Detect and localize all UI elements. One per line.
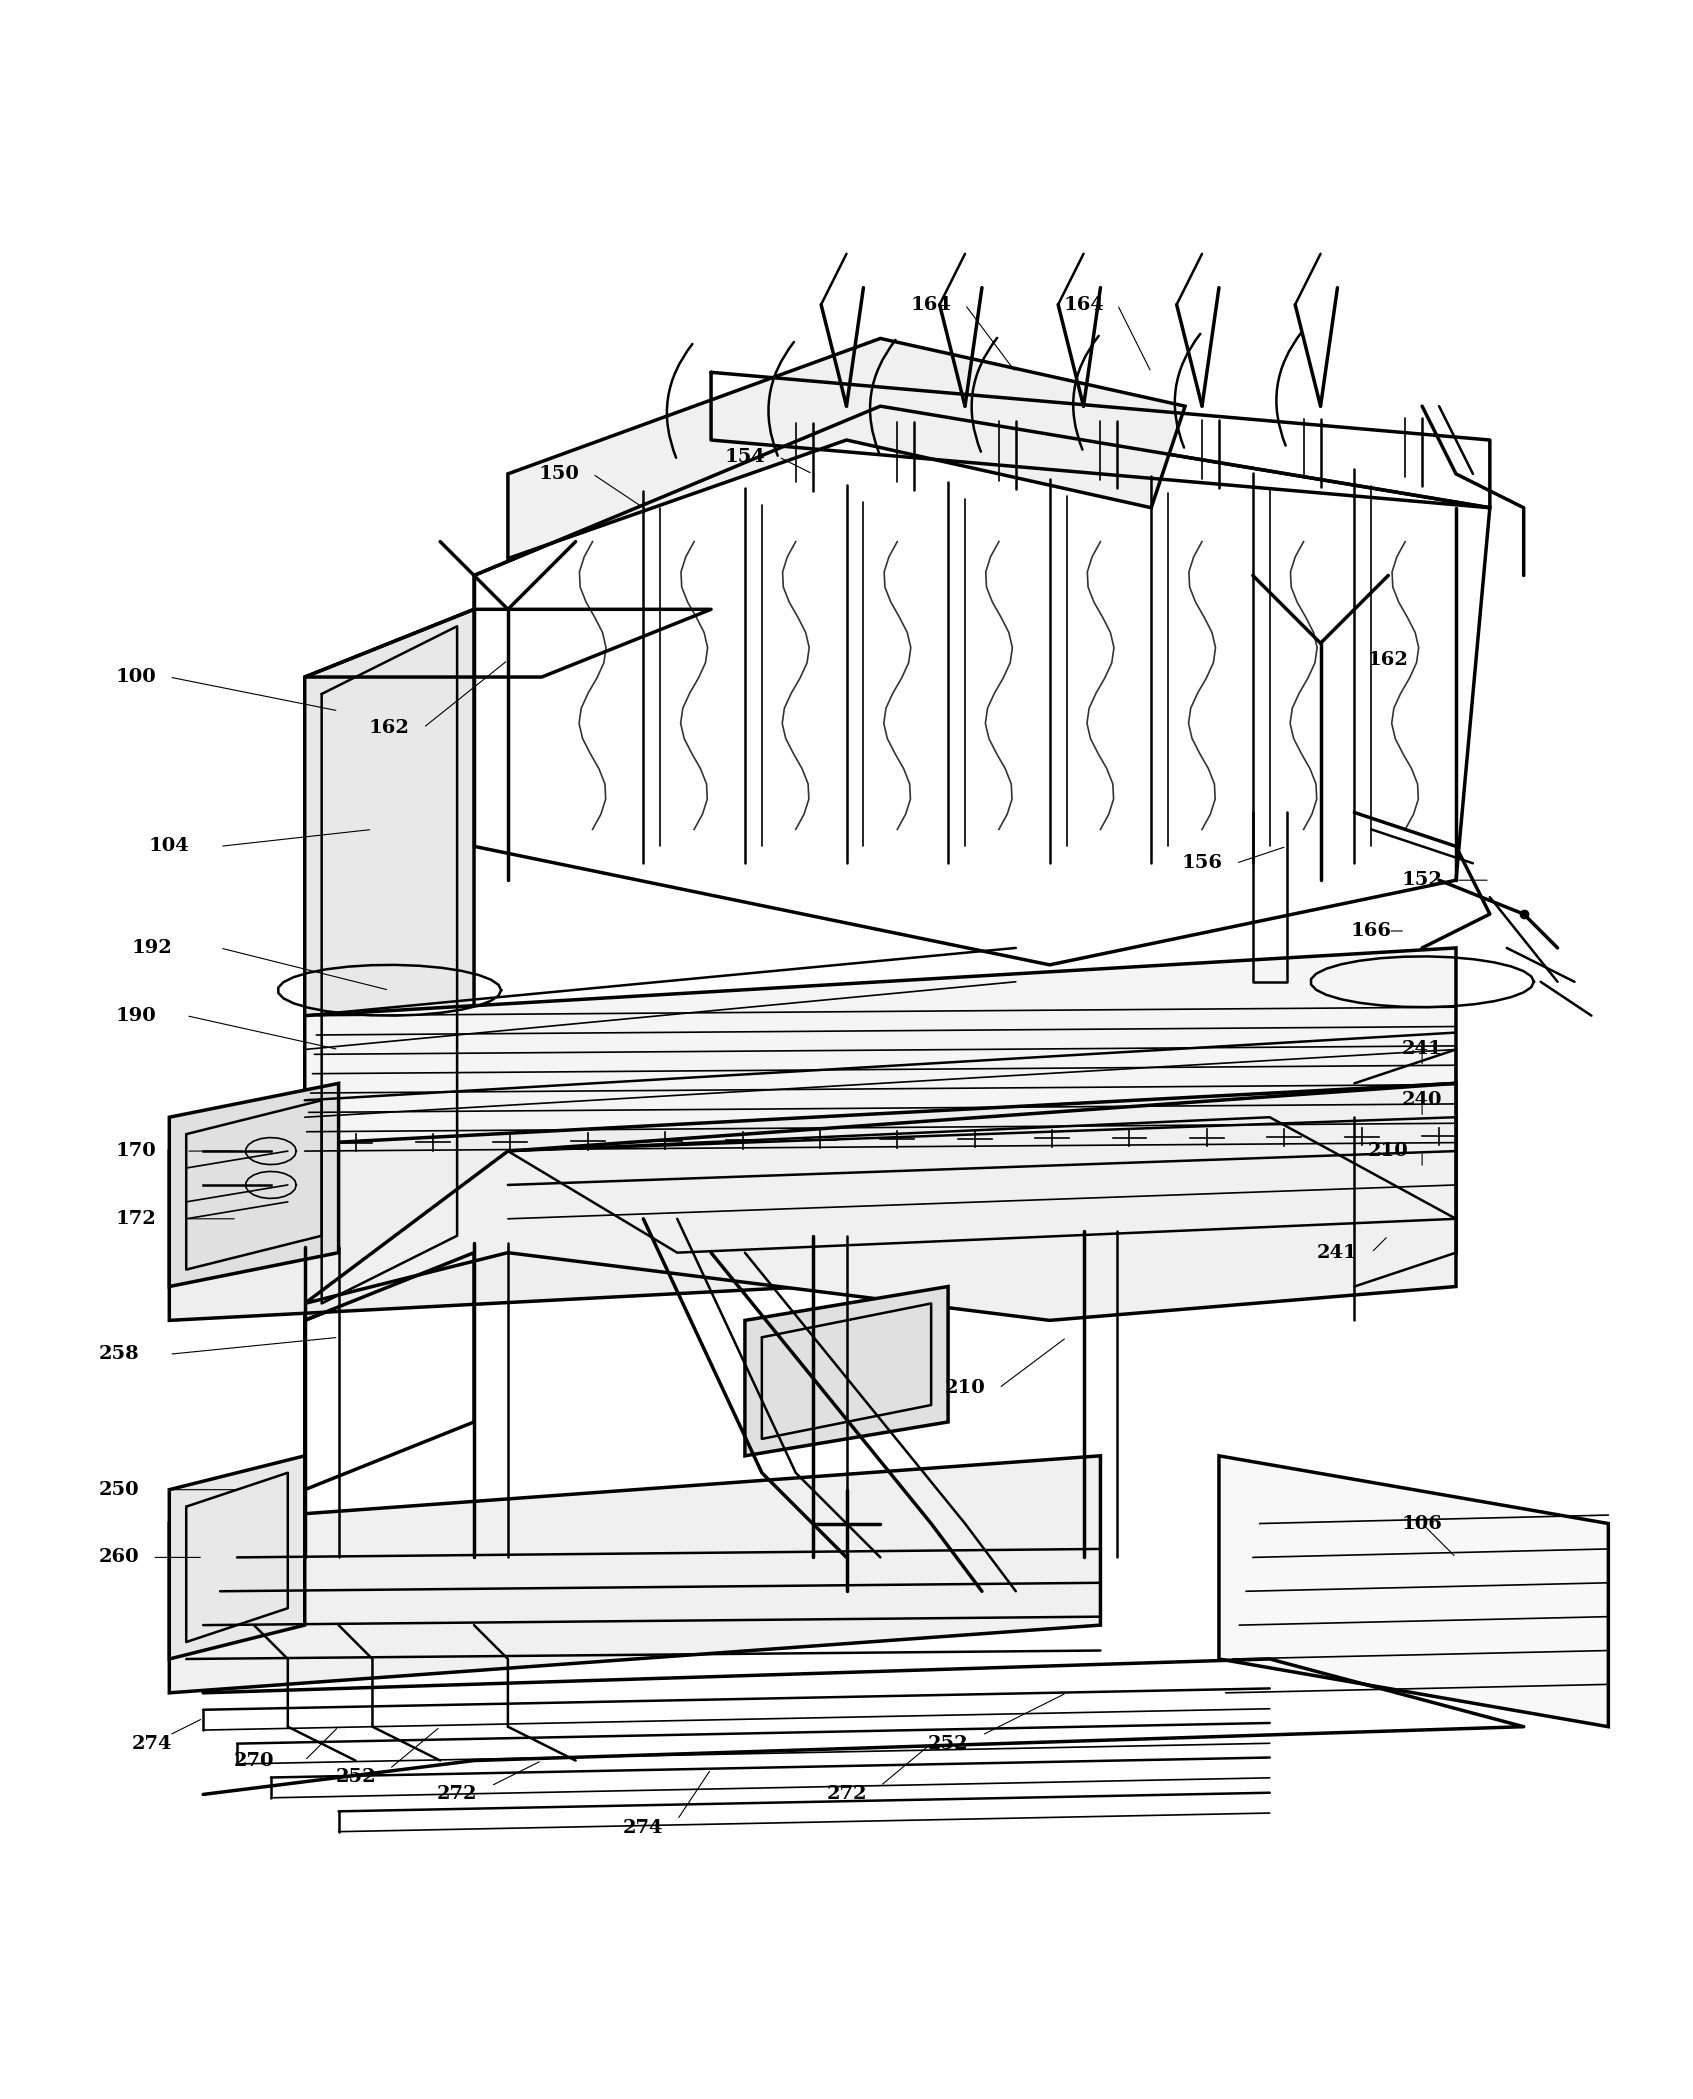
Text: 190: 190 bbox=[115, 1008, 156, 1024]
Text: 104: 104 bbox=[149, 838, 190, 854]
Text: 156: 156 bbox=[1182, 854, 1222, 873]
Text: 166: 166 bbox=[1351, 921, 1392, 940]
Text: 154: 154 bbox=[725, 447, 765, 466]
Polygon shape bbox=[169, 1083, 1456, 1320]
Text: 172: 172 bbox=[115, 1209, 156, 1228]
Text: 164: 164 bbox=[911, 296, 951, 313]
Text: 106: 106 bbox=[1402, 1515, 1442, 1532]
Polygon shape bbox=[508, 338, 1185, 558]
Polygon shape bbox=[169, 1457, 305, 1658]
Text: 192: 192 bbox=[132, 938, 173, 957]
Text: 210: 210 bbox=[945, 1379, 985, 1398]
Text: 252: 252 bbox=[335, 1769, 376, 1786]
Text: 270: 270 bbox=[234, 1751, 274, 1769]
Text: 162: 162 bbox=[1368, 651, 1409, 670]
Text: 152: 152 bbox=[1402, 871, 1442, 890]
Polygon shape bbox=[305, 1083, 1456, 1320]
Text: 150: 150 bbox=[538, 464, 579, 483]
Text: 272: 272 bbox=[437, 1786, 477, 1803]
Text: 250: 250 bbox=[98, 1480, 139, 1499]
Text: 274: 274 bbox=[132, 1734, 173, 1753]
Text: 241: 241 bbox=[1402, 1041, 1442, 1058]
Text: 252: 252 bbox=[928, 1734, 968, 1753]
Text: 258: 258 bbox=[98, 1345, 139, 1362]
Polygon shape bbox=[169, 1457, 1100, 1692]
Text: 100: 100 bbox=[115, 667, 156, 686]
Text: 240: 240 bbox=[1402, 1091, 1442, 1108]
Text: 164: 164 bbox=[1063, 296, 1104, 313]
Polygon shape bbox=[474, 407, 1490, 966]
Text: 241: 241 bbox=[1317, 1245, 1358, 1261]
Text: 210: 210 bbox=[1368, 1142, 1409, 1161]
Polygon shape bbox=[169, 1083, 339, 1287]
Text: 162: 162 bbox=[369, 718, 410, 737]
Polygon shape bbox=[745, 1287, 948, 1457]
Text: 260: 260 bbox=[98, 1549, 139, 1566]
Polygon shape bbox=[1219, 1457, 1608, 1727]
Text: 170: 170 bbox=[115, 1142, 156, 1161]
Polygon shape bbox=[305, 609, 474, 1320]
Text: 272: 272 bbox=[826, 1786, 867, 1803]
Polygon shape bbox=[305, 949, 1456, 1150]
Text: 274: 274 bbox=[623, 1820, 664, 1837]
